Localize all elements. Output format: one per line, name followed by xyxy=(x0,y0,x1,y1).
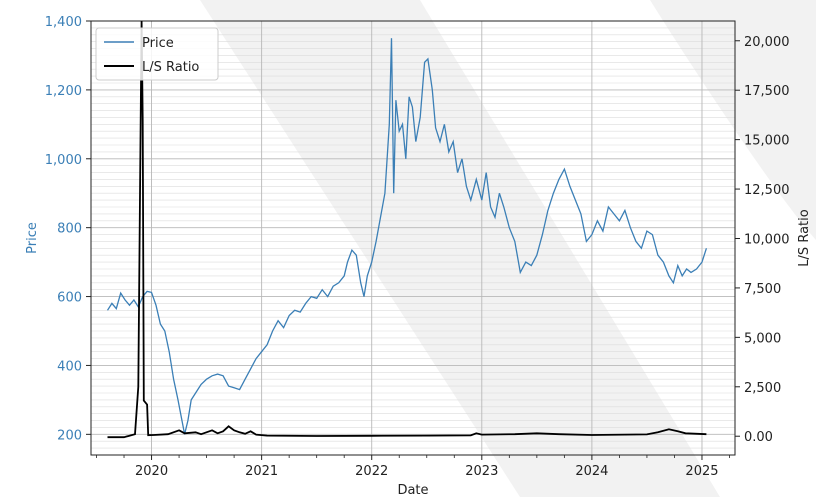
x-tick-label: 2025 xyxy=(685,464,718,479)
y-right-tick-label: 12,500 xyxy=(744,183,790,198)
x-axis-title: Date xyxy=(397,483,428,497)
y-right-tick-label: 10,000 xyxy=(744,232,790,247)
y-right-tick-label: 0.00 xyxy=(744,430,773,445)
watermark-corner xyxy=(650,0,816,240)
y-right-tick-label: 20,000 xyxy=(744,35,790,50)
y-right-tick-label: 17,500 xyxy=(744,84,790,99)
y-left-tick-label: 600 xyxy=(57,291,82,306)
axes: 2020 2021 2022 2023 2024 2025 200 400 600 800 1,00… xyxy=(45,15,790,479)
x-tick-label: 2023 xyxy=(465,464,498,479)
y-axis-right-title: L/S Ratio xyxy=(797,209,812,266)
y-left-tick-label: 1,400 xyxy=(45,15,82,30)
legend: Price L/S Ratio xyxy=(95,27,219,81)
y-right-tick-label: 7,500 xyxy=(744,282,781,297)
x-tick-label: 2020 xyxy=(135,464,168,479)
y-left-tick-label: 200 xyxy=(57,428,82,443)
y-left-tick-label: 800 xyxy=(57,222,82,237)
legend-label-ls-ratio: L/S Ratio xyxy=(142,60,199,75)
y-left-tick-label: 400 xyxy=(57,359,82,374)
x-tick-label: 2022 xyxy=(355,464,388,479)
x-tick-label: 2021 xyxy=(245,464,278,479)
x-tick-label: 2024 xyxy=(575,464,608,479)
y-axis-left-title: Price xyxy=(25,222,40,254)
series-line-price xyxy=(106,38,708,435)
y-right-tick-label: 5,000 xyxy=(744,331,781,346)
y-left-tick-label: 1,000 xyxy=(45,153,82,168)
y-right-tick-label: 15,000 xyxy=(744,134,790,149)
series-layer xyxy=(106,20,708,439)
y-left-tick-label: 1,200 xyxy=(45,84,82,99)
series-line-ls-ratio xyxy=(107,20,707,439)
legend-label-price: Price xyxy=(142,36,174,51)
y-right-tick-label: 2,500 xyxy=(744,381,781,396)
